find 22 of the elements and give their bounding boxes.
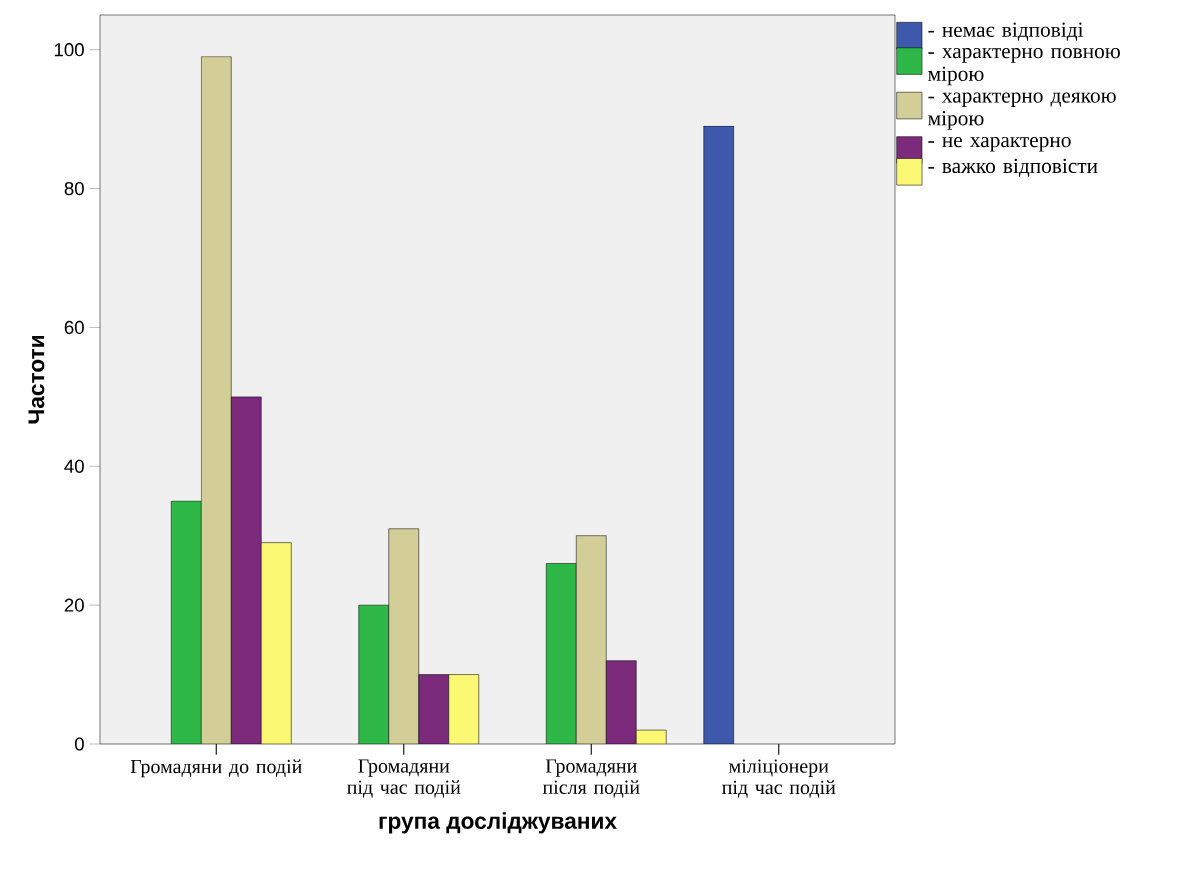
y-tick-label: 0 xyxy=(74,737,84,751)
legend-label: - не характерно xyxy=(928,136,1071,152)
x-tick-label: міліціонери під час подій xyxy=(722,759,836,798)
bar xyxy=(200,56,232,744)
y-tick-label: 60 xyxy=(64,320,84,335)
legend-label: - немає відповіді xyxy=(928,22,1084,41)
x-tick-label: Громадяни під час подій xyxy=(347,759,461,798)
legend-label: - важко відповісти xyxy=(928,158,1098,177)
y-tick-label: 100 xyxy=(54,43,84,57)
y-axis-title: Частоти xyxy=(28,335,45,424)
bar xyxy=(575,535,607,744)
x-tick-label: Громадяни після подій xyxy=(542,759,640,798)
bar xyxy=(448,674,480,744)
y-tick-label: 40 xyxy=(64,459,84,473)
x-tick-label: Громадяни до подій xyxy=(130,759,302,778)
legend-label: - характерно деякою мірою xyxy=(928,92,1116,130)
legend-label: - характерно повною мірою xyxy=(928,48,1120,86)
bar xyxy=(388,528,420,744)
x-axis-title: група досліджуваних xyxy=(379,812,617,834)
bar xyxy=(260,542,292,744)
y-tick-label: 20 xyxy=(64,598,84,612)
y-tick-label: 80 xyxy=(64,181,84,196)
